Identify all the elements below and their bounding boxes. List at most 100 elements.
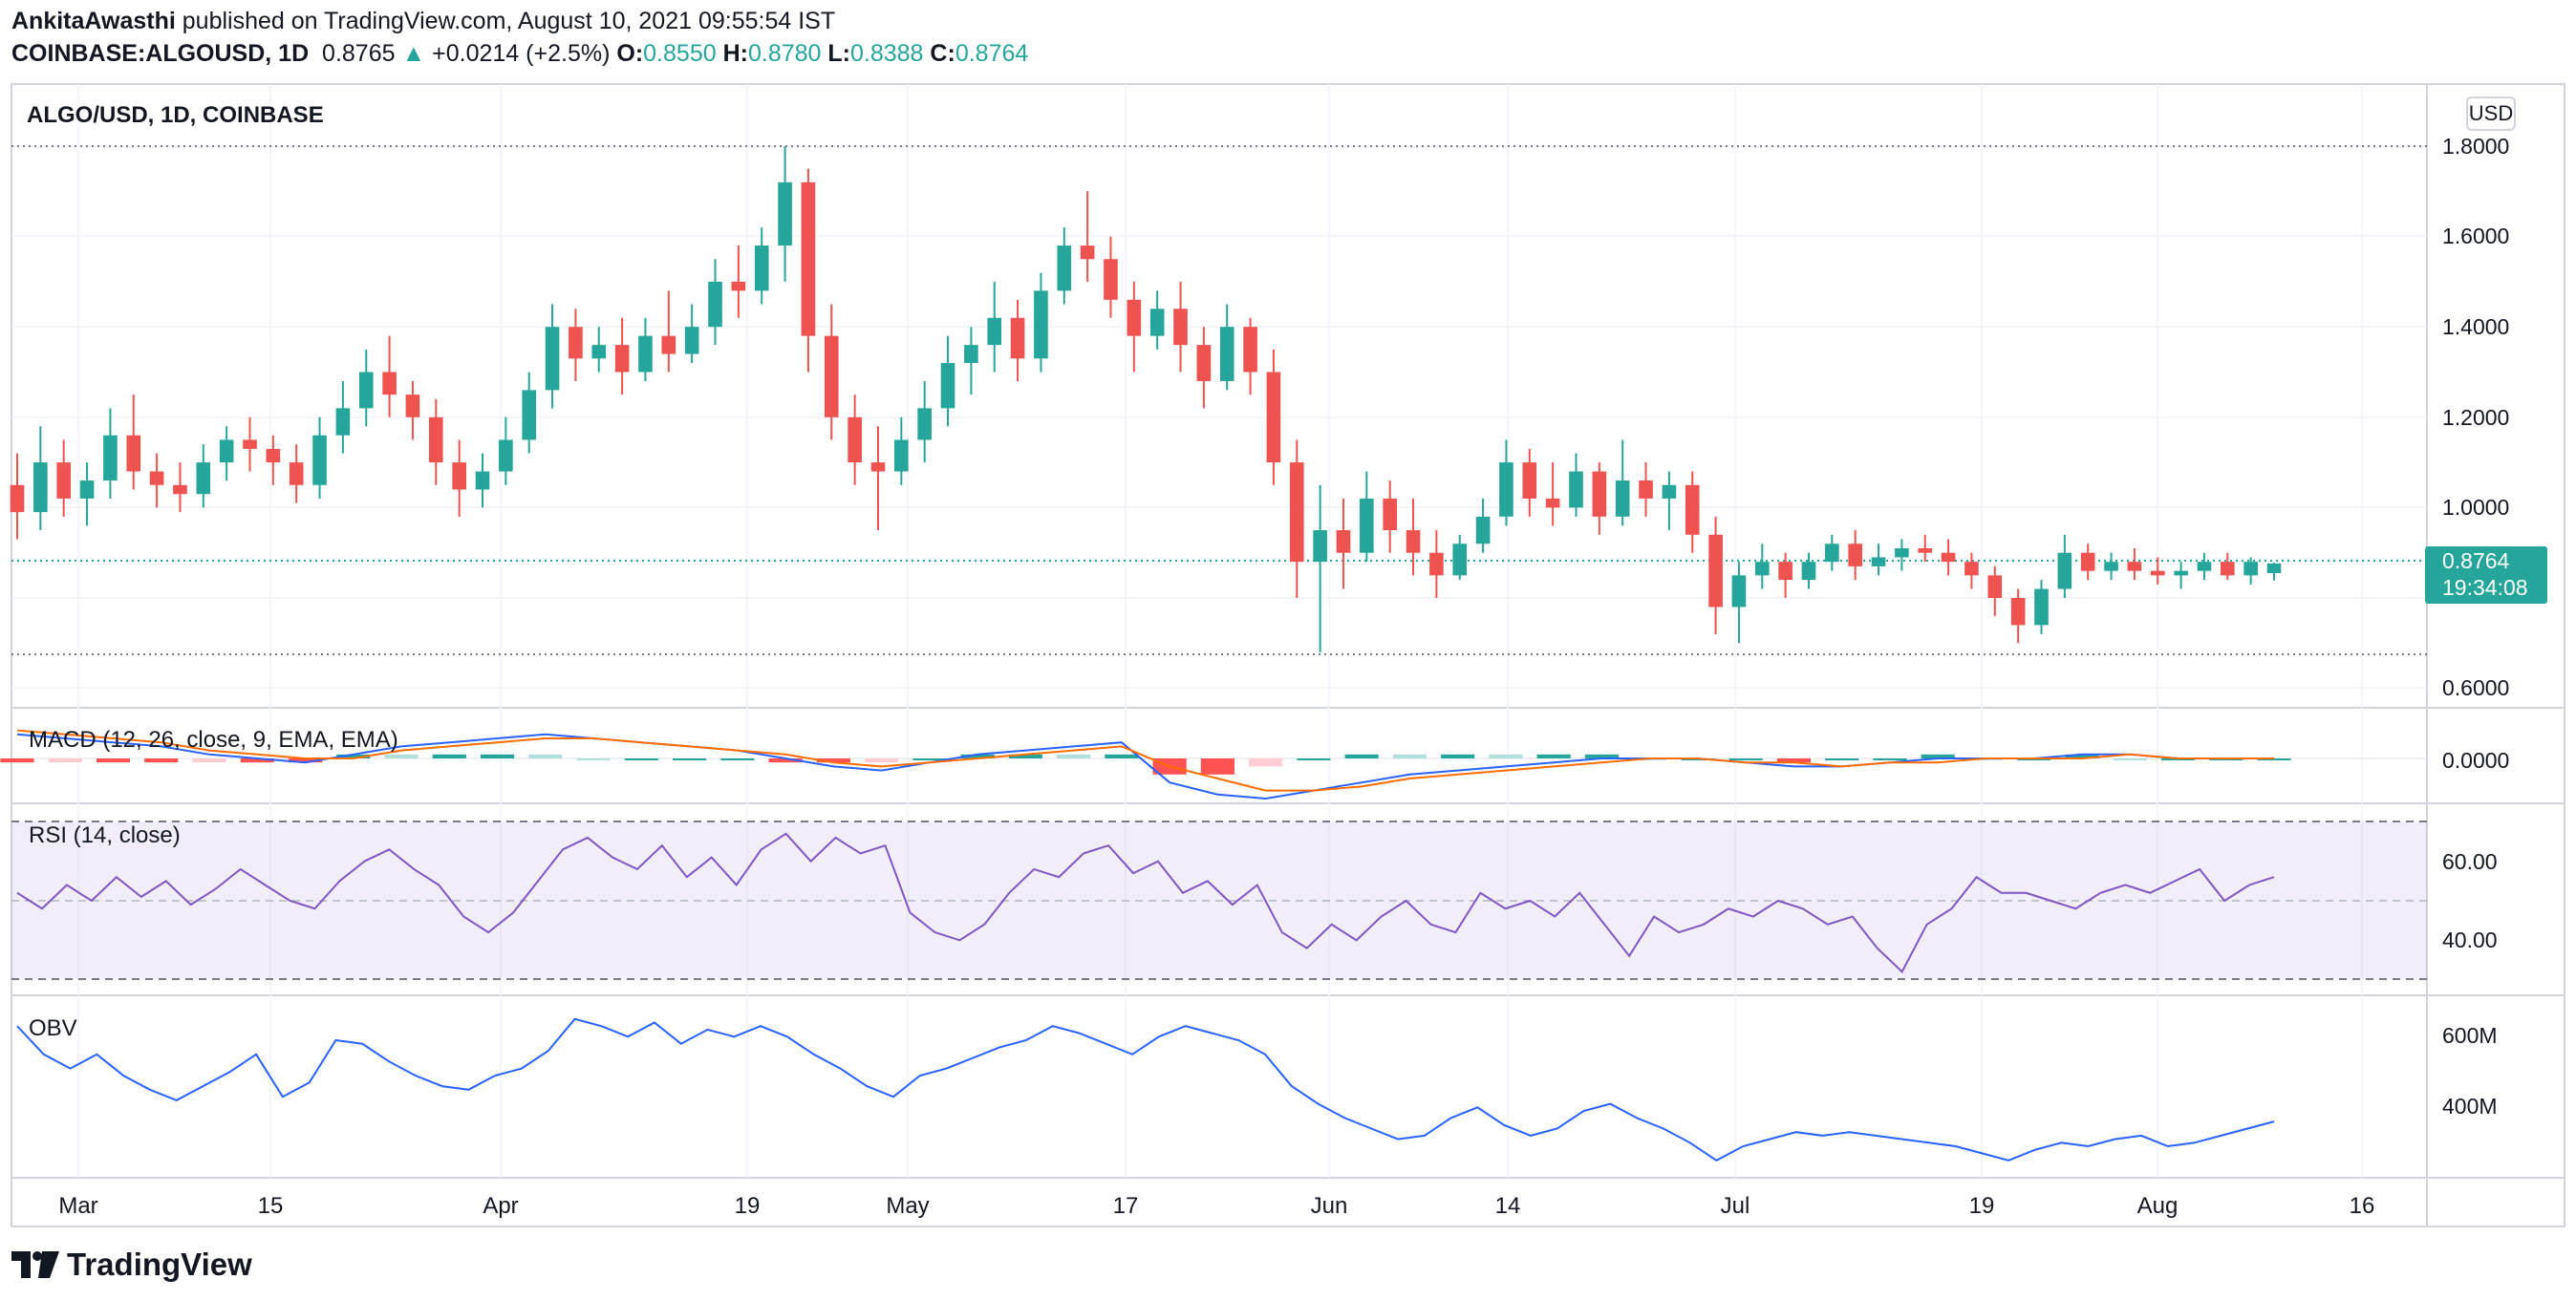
candle-body <box>2010 598 2026 626</box>
x-label-jul: Jul <box>1721 1193 1750 1219</box>
candle-body <box>405 395 420 417</box>
macd-histogram-bar <box>144 758 179 763</box>
candle-body <box>1243 327 1257 373</box>
candle-body <box>173 484 187 495</box>
candle-body <box>1127 299 1142 336</box>
candle-body <box>196 462 211 495</box>
main-pane-title: ALGO/USD, 1D, COINBASE <box>27 102 324 128</box>
rsi-tick-40: 40.00 <box>2442 928 2498 952</box>
macd-histogram-bar <box>1105 754 1139 758</box>
candle-body <box>638 335 653 373</box>
macd-histogram-bar <box>0 758 34 763</box>
candle-body <box>219 439 234 463</box>
macd-histogram-bar <box>288 758 323 763</box>
macd-histogram-bar <box>336 754 371 758</box>
candle-body <box>1662 484 1677 499</box>
x-label-19b: 19 <box>1969 1193 1995 1219</box>
publish-info: published on TradingView.com, August 10,… <box>182 8 836 34</box>
obv-title: OBV <box>29 1015 77 1041</box>
macd-histogram-bar <box>768 758 803 763</box>
candle-body <box>1406 530 1421 553</box>
candle-body <box>778 181 792 246</box>
macd-histogram-bar <box>2065 754 2099 758</box>
candle-body <box>754 245 769 291</box>
low-label: L: <box>827 40 850 67</box>
candle-body <box>1360 498 1374 553</box>
candle-body <box>1545 498 1560 508</box>
close-label: C: <box>930 40 955 67</box>
price-tag-countdown: 19:34:08 <box>2442 575 2528 600</box>
candle-body <box>499 439 513 472</box>
candle-body <box>1592 471 1607 517</box>
candle-body <box>917 408 932 440</box>
candle-body <box>103 435 118 481</box>
candle-body <box>1522 462 1537 499</box>
candle-body <box>1918 547 1933 553</box>
chart-area[interactable]: ALGO/USD, 1D, COINBASE USD 1.8000 1.6000… <box>0 82 2576 1238</box>
candle-body <box>1196 345 1212 381</box>
price-tag-box <box>2425 546 2547 604</box>
obv-tick-600m: 600M <box>2442 1023 2498 1048</box>
macd-histogram-bar <box>48 758 82 763</box>
candle-body <box>987 317 1002 346</box>
open-label: O: <box>616 40 644 67</box>
last-price: 0.8765 <box>322 40 396 67</box>
candle-body <box>1848 544 1862 566</box>
macd-histogram-bar <box>624 758 658 760</box>
candle-body <box>1266 372 1281 463</box>
macd-histogram-bar <box>1441 754 1475 758</box>
candle-body <box>591 345 607 359</box>
macd-histogram-bar <box>1344 754 1379 758</box>
tradingview-logo[interactable]: TradingView <box>11 1247 252 1283</box>
macd-histogram-bar <box>1297 758 1331 760</box>
low-value: 0.8388 <box>850 40 924 67</box>
candle-body <box>1429 552 1444 576</box>
macd-plot <box>0 729 2427 800</box>
candle-body <box>1754 562 1770 576</box>
macd-histogram-bar <box>240 758 274 763</box>
y-tick-1-2: 1.2000 <box>2442 405 2509 430</box>
macd-histogram-bar <box>1584 754 1620 758</box>
candle-body <box>1080 245 1095 260</box>
candle-body <box>243 439 257 449</box>
symbol-label: COINBASE:ALGOUSD, 1D <box>11 40 310 67</box>
author-name[interactable]: AnkitaAwasthi <box>11 8 176 34</box>
x-label-16: 16 <box>2350 1193 2375 1219</box>
candle-body <box>266 448 281 463</box>
currency-button[interactable] <box>2466 96 2516 131</box>
candle-body <box>2174 570 2188 576</box>
candle-body <box>1383 498 1397 531</box>
time-axis[interactable]: Mar 15 Apr 19 May 17 Jun 14 Jul 19 Aug 1… <box>58 1193 2374 1219</box>
candle-body <box>1149 309 1165 336</box>
macd-histogram-bar <box>1825 758 1859 760</box>
candle-body <box>1778 562 1792 581</box>
macd-histogram-bar <box>1008 754 1042 758</box>
macd-histogram-bar <box>912 758 947 760</box>
macd-signal-line <box>16 729 2274 792</box>
candle-body <box>2150 570 2165 576</box>
candle-body <box>1941 552 1956 563</box>
macd-histogram-bar <box>192 758 226 763</box>
y-tick-1-8: 1.8000 <box>2442 134 2509 159</box>
candle-body <box>358 372 374 409</box>
chart-frame <box>11 83 2565 1227</box>
candle-body <box>312 435 327 485</box>
obv-tick-400m: 400M <box>2442 1094 2498 1119</box>
candle-body <box>1708 534 1723 608</box>
macd-title: MACD (12, 26, close, 9, EMA, EMA) <box>29 727 398 753</box>
macd-histogram-bar <box>672 758 707 760</box>
currency-label: USD <box>2469 101 2513 125</box>
candle-body <box>79 480 95 499</box>
y-tick-1-0: 1.0000 <box>2442 495 2509 520</box>
high-label: H: <box>722 40 748 67</box>
macd-zero-tick: 0.0000 <box>2442 748 2509 773</box>
candle-body <box>126 435 141 472</box>
symbol-line: COINBASE:ALGOUSD, 1D 0.8765 ▲ +0.0214 (+… <box>11 40 1028 68</box>
candles <box>10 146 2282 652</box>
macd-histogram-bar <box>528 754 563 758</box>
candle-body <box>684 327 699 354</box>
macd-histogram-bar <box>960 754 995 758</box>
candle-body <box>1639 480 1653 499</box>
candle-body <box>870 462 886 472</box>
candle-body <box>731 281 746 291</box>
